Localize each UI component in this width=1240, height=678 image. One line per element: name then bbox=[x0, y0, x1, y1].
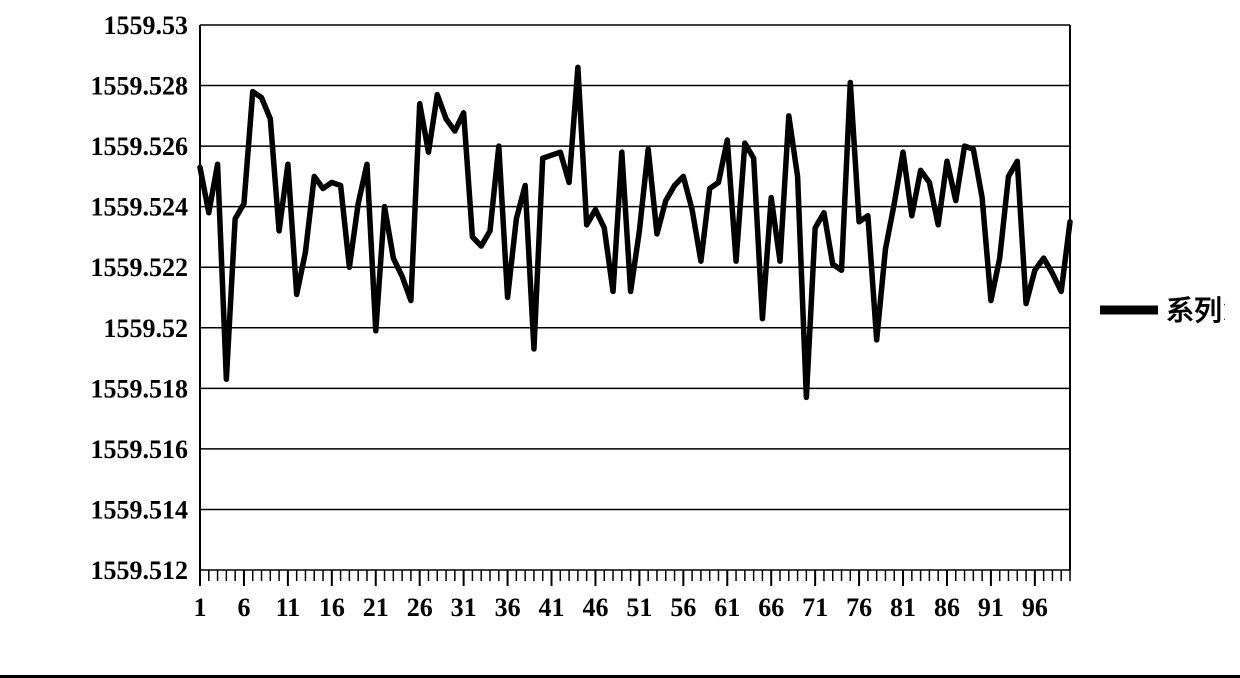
x-tick-label: 1 bbox=[194, 593, 207, 622]
x-tick-label: 51 bbox=[626, 593, 652, 622]
x-tick-label: 11 bbox=[276, 593, 301, 622]
x-tick-label: 91 bbox=[978, 593, 1004, 622]
y-tick-label: 1559.526 bbox=[91, 132, 189, 161]
x-tick-label: 21 bbox=[363, 593, 389, 622]
x-tick-label: 61 bbox=[714, 593, 740, 622]
x-tick-label: 66 bbox=[758, 593, 784, 622]
y-tick-label: 1559.522 bbox=[91, 253, 189, 282]
x-tick-label: 36 bbox=[495, 593, 521, 622]
y-tick-label: 1559.53 bbox=[104, 11, 189, 40]
y-tick-label: 1559.528 bbox=[91, 72, 189, 101]
chart-area: 1559.512 1559.514 1559.516 1559.518 1559.52 1… bbox=[30, 10, 1225, 650]
legend-label: 系列1 bbox=[1166, 295, 1225, 327]
x-tick-label: 86 bbox=[934, 593, 960, 622]
x-tick-label: 71 bbox=[802, 593, 828, 622]
x-tick-label: 16 bbox=[319, 593, 345, 622]
x-tick-label: 46 bbox=[582, 593, 608, 622]
figure-frame: 1559.512 1559.514 1559.516 1559.518 1559.52 1… bbox=[0, 0, 1240, 678]
y-tick-label: 1559.516 bbox=[91, 435, 189, 464]
x-tick-label: 26 bbox=[407, 593, 433, 622]
x-tick-label: 31 bbox=[451, 593, 477, 622]
line-chart-svg: 1559.512 1559.514 1559.516 1559.518 1559.52 1… bbox=[30, 10, 1225, 650]
y-tick-label: 1559.524 bbox=[91, 193, 189, 222]
x-tick-label: 81 bbox=[890, 593, 916, 622]
x-tick-label: 96 bbox=[1022, 593, 1048, 622]
y-tick-label: 1559.512 bbox=[91, 556, 189, 585]
y-tick-label: 1559.52 bbox=[104, 314, 189, 343]
x-tick-label: 56 bbox=[670, 593, 696, 622]
x-tick-label: 76 bbox=[846, 593, 872, 622]
y-tick-label: 1559.518 bbox=[91, 374, 189, 403]
y-tick-label: 1559.514 bbox=[91, 495, 189, 524]
x-tick-label: 6 bbox=[237, 593, 250, 622]
x-tick-label: 41 bbox=[539, 593, 565, 622]
